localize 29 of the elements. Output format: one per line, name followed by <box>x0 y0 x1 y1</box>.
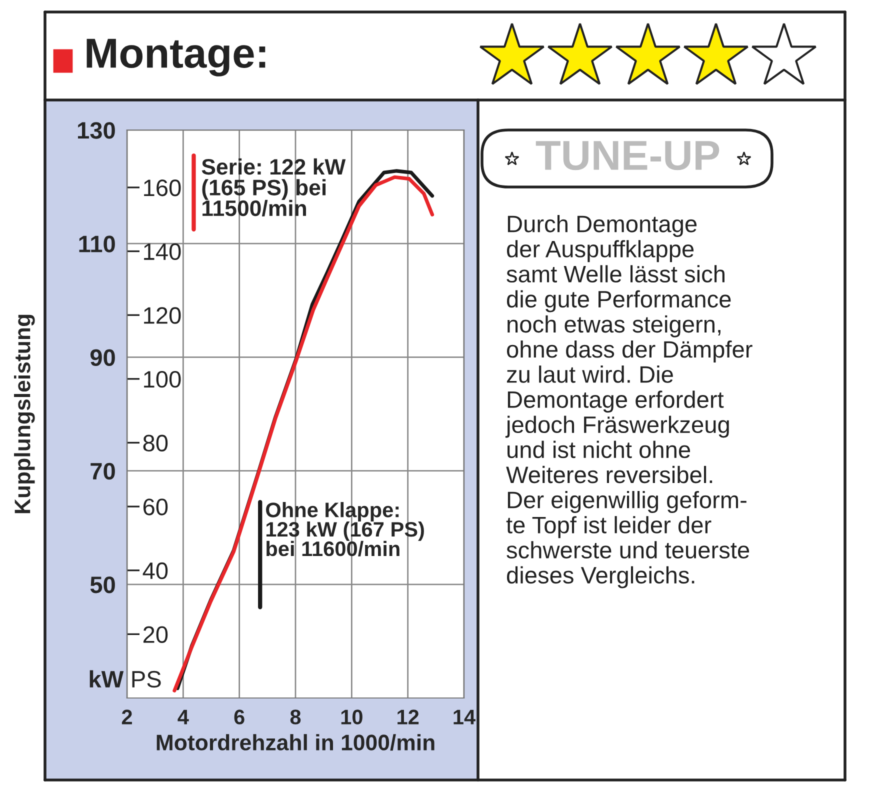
text: kW <box>90 670 124 688</box>
y2-tick-label: 140 <box>144 243 181 260</box>
y2-tick-label: 60 <box>143 498 168 516</box>
y-tick-label: 110 <box>79 236 115 252</box>
x-tick-label: 10 <box>341 710 362 724</box>
y-tick-label: 50 <box>90 576 115 594</box>
x-tick-label: 8 <box>290 710 301 724</box>
y-tick-label: 70 <box>90 462 115 480</box>
annotation: Serie: 122 kW (165 PS) bei 11500/min <box>202 158 346 216</box>
y2-tick-label: 100 <box>144 370 181 388</box>
x-tick-label: 14 <box>454 710 476 724</box>
y-axis-title: Kupplungsleistung <box>14 314 35 514</box>
x-axis-title: Motordrehzahl in 1000/min <box>156 734 434 751</box>
y2-tick-label: 160 <box>144 180 181 196</box>
annotation: Ohne Klappe: 123 kW (167 PS) bei 11600/min <box>266 502 424 556</box>
y2-tick-label: 80 <box>143 434 168 452</box>
x-tick-label: 2 <box>122 710 132 724</box>
y2-tick-label: 120 <box>144 307 181 324</box>
y2-tick-label: 40 <box>142 562 168 580</box>
x-tick-label: 12 <box>398 710 419 724</box>
y-tick-label: 90 <box>90 349 115 366</box>
text: Durch Demontage der Auspuffklappe samt Welle lässt sich die gute Performance noch etwas steigern, ohne dass der Dämpfer zu laut wird. Die Demontage erfordert jedoch Fräswerkzeug und ist nicht ohne Weiteres reversibel. Der eigenwillig geform- te Topf ist leider der schwerste und teuerste dieses Vergleichs. <box>505 215 752 588</box>
y2-tick-label: 20 <box>143 626 168 643</box>
x-tick-label: 4 <box>178 710 189 724</box>
text: TUNE-UP <box>536 141 720 170</box>
y-tick-label: 130 <box>78 122 115 139</box>
x-tick-label: 6 <box>234 710 244 724</box>
chart-title: Montage: <box>86 38 266 76</box>
annotation: PS <box>132 670 161 688</box>
